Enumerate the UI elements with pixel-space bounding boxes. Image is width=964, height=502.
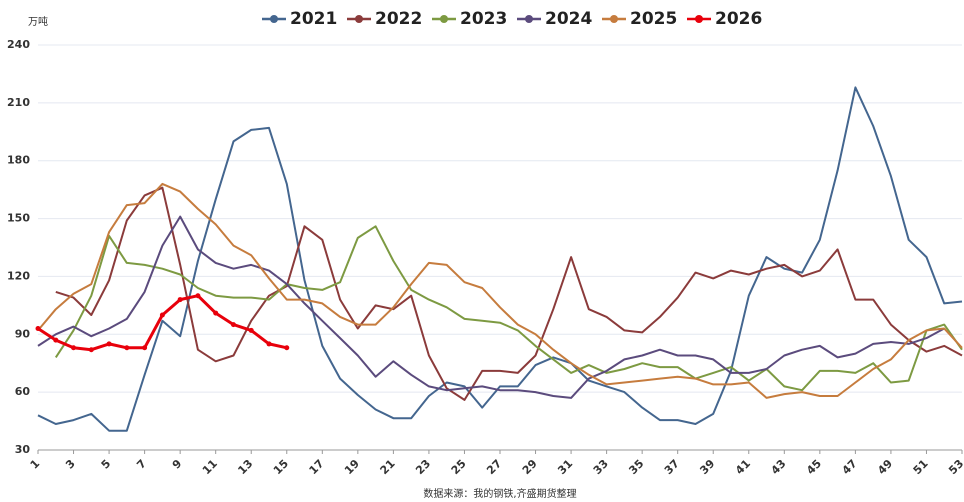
x-tick-label: 25: [449, 457, 469, 477]
legend-marker: [525, 15, 533, 23]
x-tick-label: 29: [520, 457, 540, 477]
x-tick-label: 33: [591, 457, 611, 477]
source-note: 数据来源：我的钢铁,齐盛期货整理: [423, 487, 576, 500]
x-tick-label: 23: [413, 457, 433, 477]
series-line: [55, 186, 963, 401]
x-tick-label: 43: [769, 457, 789, 477]
legend-text: 2021: [290, 9, 337, 29]
point: [106, 341, 112, 347]
y-tick-label: 150: [7, 212, 30, 225]
y-tick-label: 180: [7, 154, 30, 167]
x-tick-label: 39: [697, 457, 717, 477]
point: [213, 310, 219, 316]
x-tick-label: 7: [134, 457, 149, 472]
legend-text: 2024: [545, 9, 592, 29]
legend-marker: [440, 15, 448, 23]
x-tick-label: 31: [555, 457, 575, 477]
x-tick-label: 21: [378, 457, 398, 477]
point: [53, 337, 59, 343]
legend-marker: [355, 15, 363, 23]
x-tick-label: 41: [733, 457, 753, 477]
x-tick-label: 15: [271, 457, 291, 477]
legend-text: 2023: [460, 9, 507, 29]
y-tick-label: 210: [7, 96, 30, 109]
y-tick-label: 60: [15, 385, 31, 398]
x-tick-label: 51: [911, 457, 931, 477]
legend-marker: [695, 15, 703, 23]
point: [284, 345, 290, 351]
x-tick-label: 3: [63, 457, 78, 472]
y-tick-label: 90: [15, 327, 31, 340]
legend-marker: [270, 15, 278, 23]
x-tick-label: 13: [235, 457, 255, 477]
series-line: [37, 86, 963, 432]
point: [177, 297, 183, 303]
point: [266, 341, 272, 347]
point: [88, 347, 94, 353]
x-tick-label: 9: [170, 457, 185, 472]
legend-text: 2026: [715, 9, 762, 29]
legend-marker: [610, 15, 618, 23]
series-line: [54, 225, 963, 392]
x-tick-label: 17: [307, 457, 327, 477]
x-tick-label: 11: [200, 457, 220, 477]
x-tick-label: 27: [484, 457, 504, 477]
x-tick-label: 37: [662, 457, 682, 477]
y-tick-label: 120: [7, 269, 30, 282]
x-tick-label: 47: [840, 457, 860, 477]
point: [124, 345, 130, 351]
point: [248, 327, 254, 333]
x-tick-label: 35: [626, 457, 646, 477]
series-line: [37, 182, 963, 399]
point: [159, 312, 165, 318]
point: [142, 345, 148, 351]
x-tick-label: 1: [28, 457, 43, 472]
legend-text: 2025: [630, 9, 677, 29]
point: [71, 345, 77, 351]
series-line: [37, 215, 945, 399]
x-tick-label: 49: [875, 457, 895, 477]
x-tick-label: 53: [946, 457, 964, 477]
legend-text: 2022: [375, 9, 422, 29]
point: [195, 293, 201, 299]
y-tick-label: 240: [7, 38, 30, 51]
x-tick-label: 5: [99, 457, 114, 472]
point: [230, 322, 236, 328]
point: [35, 326, 41, 331]
unit-label: 万吨: [28, 15, 48, 28]
x-tick-label: 19: [342, 457, 362, 477]
y-tick-label: 30: [15, 443, 31, 456]
x-tick-label: 45: [804, 457, 824, 477]
